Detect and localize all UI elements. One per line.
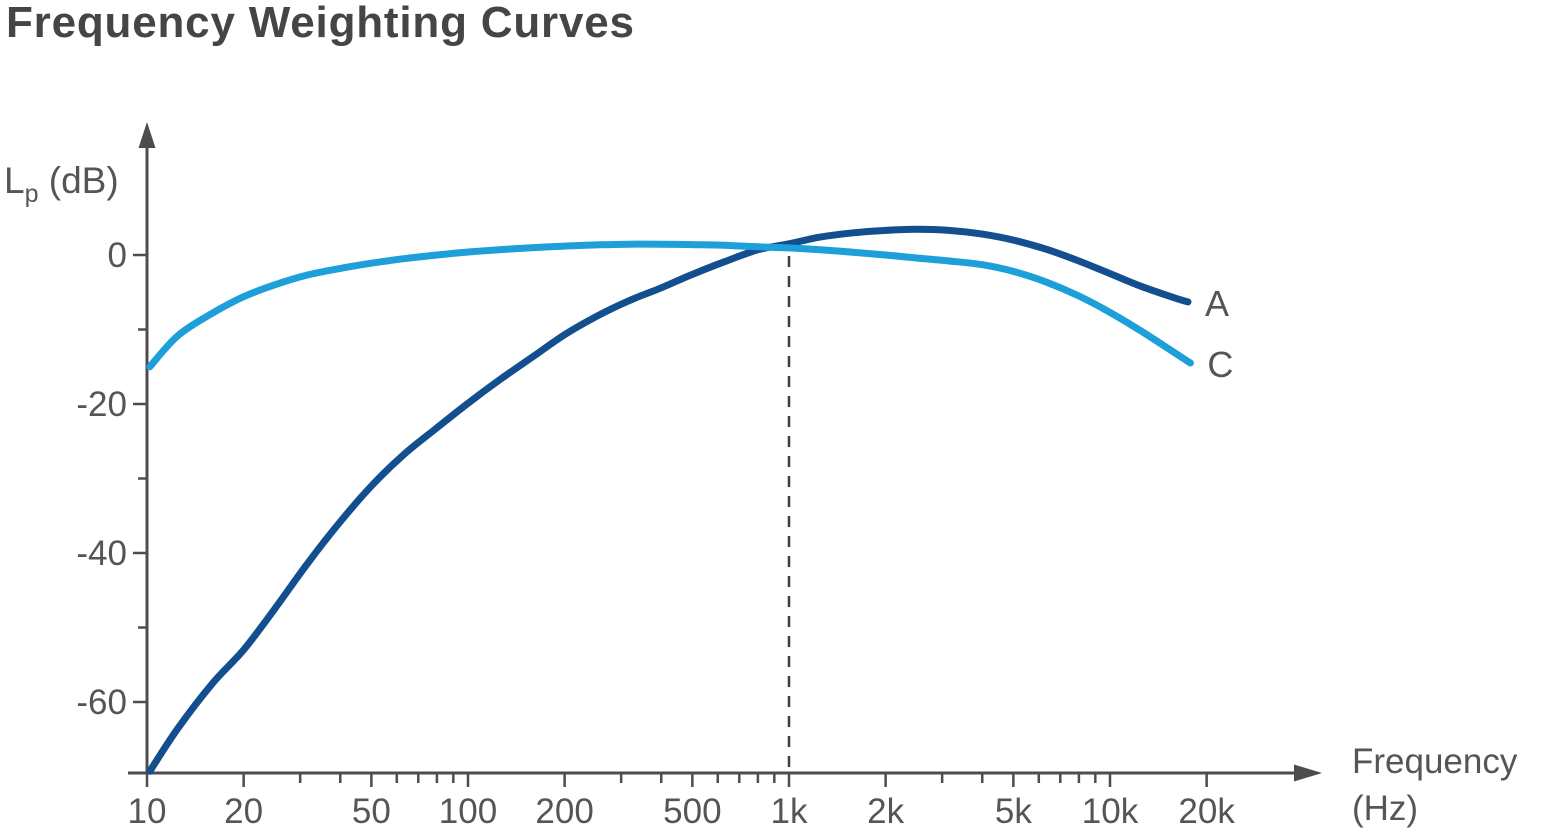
x-axis-arrowhead-icon <box>1294 764 1322 782</box>
x-tick-label: 5k <box>995 792 1032 831</box>
x-tick-label: 10 <box>128 792 167 831</box>
y-tick-label: -40 <box>76 534 127 573</box>
y-axis-label-main: L <box>4 160 25 201</box>
y-tick-label: -60 <box>76 683 127 722</box>
curve-labels-group: AC <box>1205 283 1233 385</box>
y-axis-label-subscript: p <box>24 180 39 208</box>
x-tick-label: 500 <box>663 792 721 831</box>
x-axis-label: Frequency (Hz) <box>1352 738 1517 832</box>
x-axis-label-line1: Frequency <box>1352 742 1518 781</box>
x-tick-label: 100 <box>439 792 497 831</box>
y-tick-label: 0 <box>108 236 127 275</box>
x-tick-label: 1k <box>771 792 808 831</box>
curve-label-c: C <box>1207 344 1233 385</box>
x-tick-label: 200 <box>535 792 593 831</box>
x-axis-label-line2: (Hz) <box>1352 789 1419 828</box>
x-tick-label: 2k <box>867 792 904 831</box>
curve-a-path <box>146 225 1192 775</box>
chart-title: Frequency Weighting Curves <box>6 0 635 47</box>
y-axis-label-unit: (dB) <box>38 160 119 201</box>
x-tick-label: 50 <box>352 792 391 831</box>
x-tick-label: 20k <box>1178 792 1235 831</box>
curves-group <box>146 225 1194 775</box>
curve-label-a: A <box>1205 283 1229 324</box>
x-ticks-group: 10 20 50 100 200 500 1k 2k 5k 10k 20k <box>128 773 1235 831</box>
y-ticks-group: 0 -20 -40 -60 <box>76 236 147 722</box>
x-tick-label: 20 <box>224 792 263 831</box>
x-tick-label: 10k <box>1082 792 1139 831</box>
y-tick-label: -20 <box>76 385 127 424</box>
y-axis-arrowhead-icon <box>138 122 156 148</box>
curve-c-path <box>146 240 1194 371</box>
y-axis-label: Lp (dB) <box>4 160 119 209</box>
